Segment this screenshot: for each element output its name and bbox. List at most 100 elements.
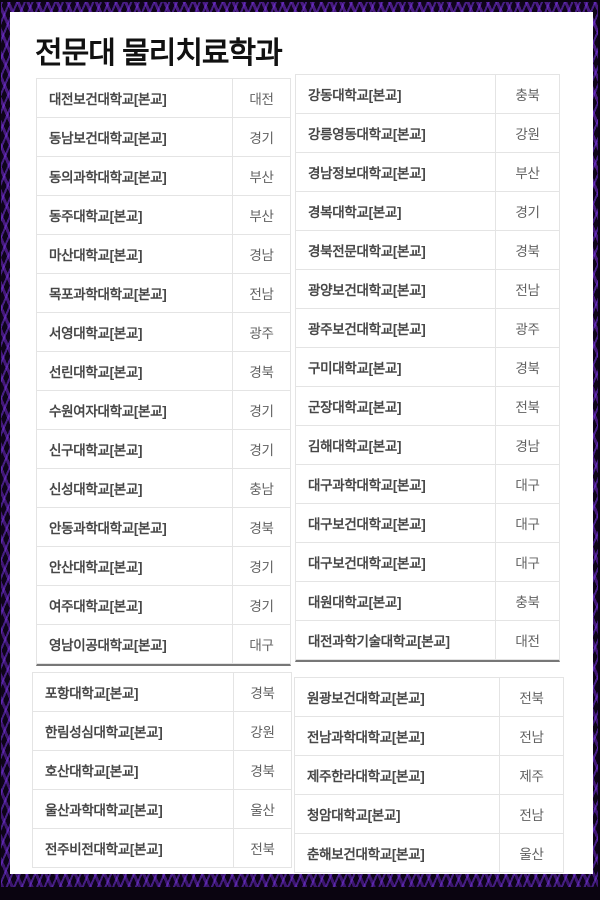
table-row: 원광보건대학교[본교] 전북 bbox=[295, 678, 563, 717]
table-row: 춘해보건대학교[본교] 울산 bbox=[295, 834, 563, 873]
table-row: 대구보건대학교[본교] 대구 bbox=[296, 504, 559, 543]
table-row: 경북전문대학교[본교] 경북 bbox=[296, 231, 559, 270]
table-row: 동남보건대학교[본교] 경기 bbox=[37, 118, 290, 157]
school-name-cell: 신성대학교[본교] bbox=[37, 469, 233, 507]
region-cell: 전북 bbox=[519, 691, 544, 706]
table-row: 동주대학교[본교] 부산 bbox=[37, 196, 290, 235]
region-cell: 대전 bbox=[515, 634, 540, 649]
region-cell: 충북 bbox=[515, 595, 540, 610]
table-row: 광주보건대학교[본교] 광주 bbox=[296, 309, 559, 348]
college-table-top-left: 대전보건대학교[본교] 대전 동남보건대학교[본교] 경기 동의과학대학교[본교… bbox=[36, 78, 291, 666]
region-cell: 대구 bbox=[249, 638, 274, 653]
school-name-cell: 목포과학대학교[본교] bbox=[37, 274, 233, 312]
college-table-bottom-right: 원광보건대학교[본교] 전북 전남과학대학교[본교] 전남 제주한라대학교[본교… bbox=[294, 677, 564, 873]
region-cell: 전남 bbox=[519, 808, 544, 823]
table-row: 김해대학교[본교] 경남 bbox=[296, 426, 559, 465]
region-cell: 경기 bbox=[515, 205, 540, 220]
school-name-cell: 마산대학교[본교] bbox=[37, 235, 233, 273]
region-cell: 전북 bbox=[250, 842, 275, 857]
school-name-cell: 청암대학교[본교] bbox=[295, 795, 500, 833]
table-row: 대구보건대학교[본교] 대구 bbox=[296, 543, 559, 582]
school-name-cell: 안산대학교[본교] bbox=[37, 547, 233, 585]
table-row: 전주비전대학교[본교] 전북 bbox=[33, 829, 291, 868]
region-cell: 경남 bbox=[515, 439, 540, 454]
school-name-cell: 포항대학교[본교] bbox=[33, 673, 234, 711]
table-row: 한림성심대학교[본교] 강원 bbox=[33, 712, 291, 751]
region-cell: 전남 bbox=[249, 287, 274, 302]
table-row: 수원여자대학교[본교] 경기 bbox=[37, 391, 290, 430]
table-row: 강동대학교[본교] 충북 bbox=[296, 75, 559, 114]
table-row: 경남정보대학교[본교] 부산 bbox=[296, 153, 559, 192]
school-name-cell: 대구보건대학교[본교] bbox=[296, 504, 496, 542]
region-cell: 경북 bbox=[250, 686, 275, 701]
school-name-cell: 대구과학대학교[본교] bbox=[296, 465, 496, 503]
region-cell: 경북 bbox=[250, 764, 275, 779]
school-name-cell: 광주보건대학교[본교] bbox=[296, 309, 496, 347]
region-cell: 광주 bbox=[515, 322, 540, 337]
school-name-cell: 수원여자대학교[본교] bbox=[37, 391, 233, 429]
region-cell: 울산 bbox=[519, 847, 544, 862]
school-name-cell: 신구대학교[본교] bbox=[37, 430, 233, 468]
table-row: 대전과학기술대학교[본교] 대전 bbox=[296, 621, 559, 660]
region-cell: 충북 bbox=[515, 88, 540, 103]
school-name-cell: 안동과학대학교[본교] bbox=[37, 508, 233, 546]
school-name-cell: 경남정보대학교[본교] bbox=[296, 153, 496, 191]
region-cell: 경기 bbox=[249, 599, 274, 614]
table-row: 강릉영동대학교[본교] 강원 bbox=[296, 114, 559, 153]
region-cell: 울산 bbox=[250, 803, 275, 818]
region-cell: 대구 bbox=[515, 556, 540, 571]
region-cell: 경남 bbox=[249, 248, 274, 263]
school-name-cell: 경북전문대학교[본교] bbox=[296, 231, 496, 269]
table-row: 포항대학교[본교] 경북 bbox=[33, 673, 291, 712]
region-cell: 대구 bbox=[515, 517, 540, 532]
table-row: 서영대학교[본교] 광주 bbox=[37, 313, 290, 352]
region-cell: 경기 bbox=[249, 443, 274, 458]
school-name-cell: 강릉영동대학교[본교] bbox=[296, 114, 496, 152]
region-cell: 전남 bbox=[519, 730, 544, 745]
table-row: 경복대학교[본교] 경기 bbox=[296, 192, 559, 231]
table-row: 제주한라대학교[본교] 제주 bbox=[295, 756, 563, 795]
table-row: 울산과학대학교[본교] 울산 bbox=[33, 790, 291, 829]
table-row: 전남과학대학교[본교] 전남 bbox=[295, 717, 563, 756]
region-cell: 대구 bbox=[515, 478, 540, 493]
school-name-cell: 대원대학교[본교] bbox=[296, 582, 496, 620]
table-row: 대구과학대학교[본교] 대구 bbox=[296, 465, 559, 504]
table-row: 영남이공대학교[본교] 대구 bbox=[37, 625, 290, 664]
school-name-cell: 구미대학교[본교] bbox=[296, 348, 496, 386]
school-name-cell: 춘해보건대학교[본교] bbox=[295, 834, 500, 872]
table-row: 군장대학교[본교] 전북 bbox=[296, 387, 559, 426]
school-name-cell: 김해대학교[본교] bbox=[296, 426, 496, 464]
region-cell: 경북 bbox=[249, 521, 274, 536]
college-table-bottom-left: 포항대학교[본교] 경북 한림성심대학교[본교] 강원 호산대학교[본교] 경북… bbox=[32, 672, 292, 868]
school-name-cell: 제주한라대학교[본교] bbox=[295, 756, 500, 794]
school-name-cell: 동남보건대학교[본교] bbox=[37, 118, 233, 156]
region-cell: 경기 bbox=[249, 560, 274, 575]
table-row: 여주대학교[본교] 경기 bbox=[37, 586, 290, 625]
school-name-cell: 대전과학기술대학교[본교] bbox=[296, 621, 496, 659]
college-table-top-right: 강동대학교[본교] 충북 강릉영동대학교[본교] 강원 경남정보대학교[본교] … bbox=[295, 74, 560, 662]
school-name-cell: 전주비전대학교[본교] bbox=[33, 829, 234, 867]
school-name-cell: 동주대학교[본교] bbox=[37, 196, 233, 234]
region-cell: 부산 bbox=[515, 166, 540, 181]
region-cell: 경기 bbox=[249, 131, 274, 146]
table-row: 마산대학교[본교] 경남 bbox=[37, 235, 290, 274]
region-cell: 충남 bbox=[249, 482, 274, 497]
region-cell: 경기 bbox=[249, 404, 274, 419]
table-row: 광양보건대학교[본교] 전남 bbox=[296, 270, 559, 309]
school-name-cell: 서영대학교[본교] bbox=[37, 313, 233, 351]
table-row: 대전보건대학교[본교] 대전 bbox=[37, 79, 290, 118]
region-cell: 부산 bbox=[249, 170, 274, 185]
table-row: 신성대학교[본교] 충남 bbox=[37, 469, 290, 508]
school-name-cell: 울산과학대학교[본교] bbox=[33, 790, 234, 828]
table-row: 청암대학교[본교] 전남 bbox=[295, 795, 563, 834]
school-name-cell: 전남과학대학교[본교] bbox=[295, 717, 500, 755]
region-cell: 제주 bbox=[519, 769, 544, 784]
region-cell: 대전 bbox=[249, 92, 274, 107]
table-row: 신구대학교[본교] 경기 bbox=[37, 430, 290, 469]
table-row: 대원대학교[본교] 충북 bbox=[296, 582, 559, 621]
school-name-cell: 여주대학교[본교] bbox=[37, 586, 233, 624]
region-cell: 경북 bbox=[515, 361, 540, 376]
school-name-cell: 광양보건대학교[본교] bbox=[296, 270, 496, 308]
region-cell: 부산 bbox=[249, 209, 274, 224]
